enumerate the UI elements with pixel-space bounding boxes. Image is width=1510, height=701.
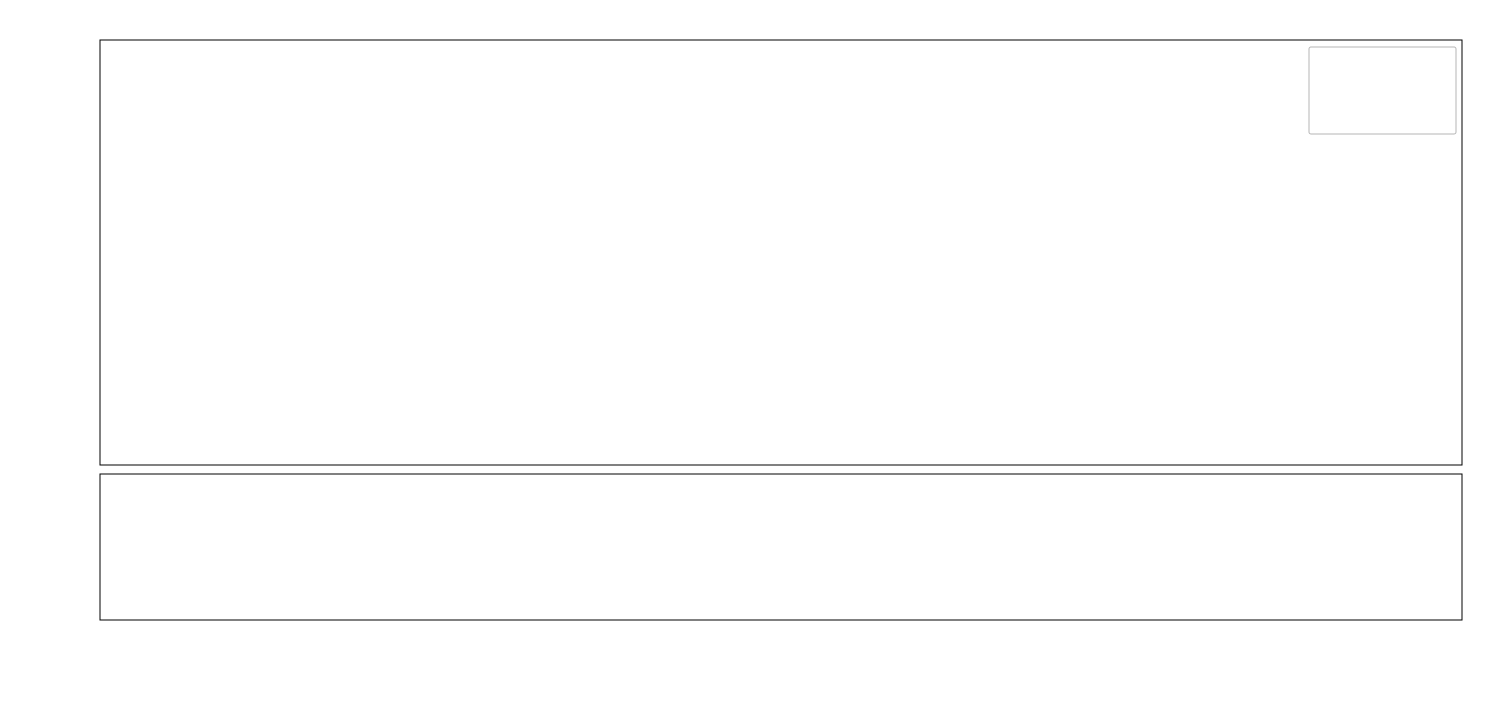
legend (1308, 46, 1457, 135)
legend-box (1308, 46, 1457, 135)
flux-panel (99, 39, 1463, 466)
residual-panel (99, 473, 1463, 621)
